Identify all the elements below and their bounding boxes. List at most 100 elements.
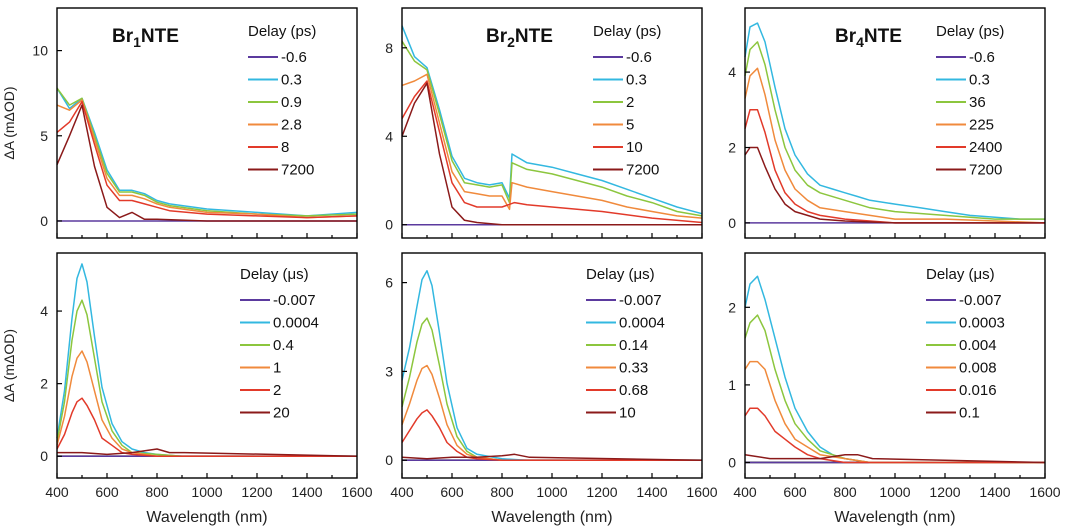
legend-entry: 0.4: [273, 337, 294, 354]
panel-title: Br1NTE: [112, 26, 179, 50]
legend-entry: 2: [273, 382, 281, 399]
legend-entry: -0.6: [969, 49, 995, 66]
x-tick-label: 1600: [1029, 484, 1060, 500]
legend-entry: 2.8: [281, 117, 302, 134]
trace-8: [56, 100, 358, 219]
y-tick-label: 0: [728, 215, 736, 231]
panel-4: 400 600 800 1000 1200 1400 1600 0 2 4 ΔA (mΔOD) Wav…: [1, 252, 373, 526]
legend-entry: 0.33: [619, 360, 648, 377]
y-tick-label: 4: [385, 128, 393, 144]
legend-entry: 0.3: [626, 72, 647, 89]
legend-entry: 36: [969, 94, 986, 111]
legend-entry: 0.1: [959, 405, 980, 422]
legend-entry: -0.007: [619, 292, 662, 309]
y-tick-label: 2: [728, 299, 736, 315]
legend-entry: -0.6: [281, 49, 307, 66]
trace-2400: [744, 109, 1045, 224]
x-tick-label: 1400: [291, 484, 322, 500]
legend-entry: 0.68: [619, 382, 648, 399]
legend-title: Delay (μs): [926, 266, 995, 283]
y-tick-label: 3: [385, 363, 393, 379]
x-axis-label: Wavelength (nm): [146, 509, 267, 526]
plot-frame: [56, 252, 358, 479]
x-tick-label: 1200: [586, 484, 617, 500]
legend: Delay (ps) -0.6 0.3 2 5 10 7200: [593, 23, 661, 179]
trace-0.1: [744, 453, 1046, 464]
panel-title: Br2NTE: [486, 26, 553, 50]
y-tick-label: 1: [728, 377, 736, 393]
legend-entry: 2400: [969, 139, 1002, 156]
trace-0.0004: [401, 270, 702, 461]
y-tick-label: 0: [385, 452, 393, 468]
x-tick-label: 1600: [341, 484, 372, 500]
trace-0.4: [56, 299, 357, 457]
legend-title: Delay (ps): [936, 23, 1004, 40]
legend-entry: -0.007: [273, 292, 316, 309]
legend: Delay (ps) -0.6 0.3 0.9 2.8 8 7200: [248, 23, 316, 179]
trace-10: [401, 453, 703, 461]
x-tick-label: 1000: [536, 484, 567, 500]
plot-frame: [56, 7, 358, 239]
trace-0.016: [744, 407, 1045, 464]
x-tick-label: 1400: [979, 484, 1010, 500]
legend-entry: 5: [626, 117, 634, 134]
panel-6: 400 600 800 1000 1200 1400 1600 0 1 2 Wavelength (…: [728, 252, 1061, 526]
x-axis-label: Wavelength (nm): [491, 509, 612, 526]
legend-entry: 0.0003: [959, 315, 1005, 332]
trace-36: [744, 41, 1045, 220]
trace-7200: [56, 104, 357, 222]
x-tick-label: 600: [95, 484, 119, 500]
trace-2: [401, 40, 703, 217]
legend-entry: -0.6: [626, 49, 652, 66]
legend-entry: 0.0004: [273, 315, 319, 332]
x-tick-label: 1200: [241, 484, 272, 500]
legend-entry: 20: [273, 405, 290, 422]
y-tick-label: 8: [385, 40, 393, 56]
legend-entry: 10: [619, 405, 636, 422]
legend-entry: 0.3: [281, 72, 302, 89]
legend: Delay (μs) -0.007 0.0003 0.004 0.008 0.016 0.1: [926, 266, 1005, 422]
legend-entry: 1: [273, 360, 281, 377]
legend: Delay (ps) -0.6 0.3 36 225 2400 7200: [936, 23, 1004, 179]
trace-10: [401, 80, 703, 224]
y-tick-label: 4: [40, 303, 48, 319]
panel-1: 0 5 10 ΔA (mΔOD) Br1NTE Delay (ps) -0.6 0.3 0.9 2…: [1, 7, 358, 239]
legend-entry: 7200: [626, 162, 659, 179]
trace-0.14: [401, 317, 702, 461]
legend-entry: 10: [626, 139, 643, 156]
legend-title: Delay (μs): [240, 266, 309, 283]
legend-entry: 0.9: [281, 94, 302, 111]
x-axis-label: Wavelength (nm): [834, 509, 955, 526]
legend-entry: -0.007: [959, 292, 1002, 309]
legend-entry: 2: [626, 94, 634, 111]
legend-entry: 0.016: [959, 382, 997, 399]
legend-entry: 0.004: [959, 337, 997, 354]
legend-title: Delay (μs): [586, 266, 655, 283]
x-tick-label: 400: [45, 484, 69, 500]
trace-0.68: [401, 409, 702, 461]
legend-entry: 0.0004: [619, 315, 665, 332]
panel-2: 0 4 8 Br2NTE Delay (ps) -0.6 0.3 2 5 10 7200: [385, 7, 703, 239]
trace-0.004: [744, 314, 1045, 464]
x-tick-label: 800: [145, 484, 169, 500]
legend-entry: 7200: [281, 162, 314, 179]
x-tick-label: 800: [490, 484, 514, 500]
y-tick-label: 0: [728, 454, 736, 470]
legend-entry: 7200: [969, 162, 1002, 179]
trace-0.3: [744, 22, 1045, 220]
x-tick-label: 1400: [636, 484, 667, 500]
y-tick-label: 0: [40, 213, 48, 229]
legend-entry: 225: [969, 117, 994, 134]
trace-0.3: [56, 87, 358, 217]
y-axis-label: ΔA (mΔOD): [1, 86, 17, 159]
x-tick-label: 400: [733, 484, 757, 500]
legend-entry: 8: [281, 139, 289, 156]
x-tick-label: 1000: [879, 484, 910, 500]
x-tick-label: 1200: [929, 484, 960, 500]
legend-title: Delay (ps): [248, 23, 316, 40]
x-tick-label: 800: [833, 484, 857, 500]
panel-title: Br4NTE: [835, 26, 902, 50]
trace-0.9: [56, 87, 358, 217]
trace-2: [56, 397, 357, 457]
legend-entry: 0.14: [619, 337, 648, 354]
